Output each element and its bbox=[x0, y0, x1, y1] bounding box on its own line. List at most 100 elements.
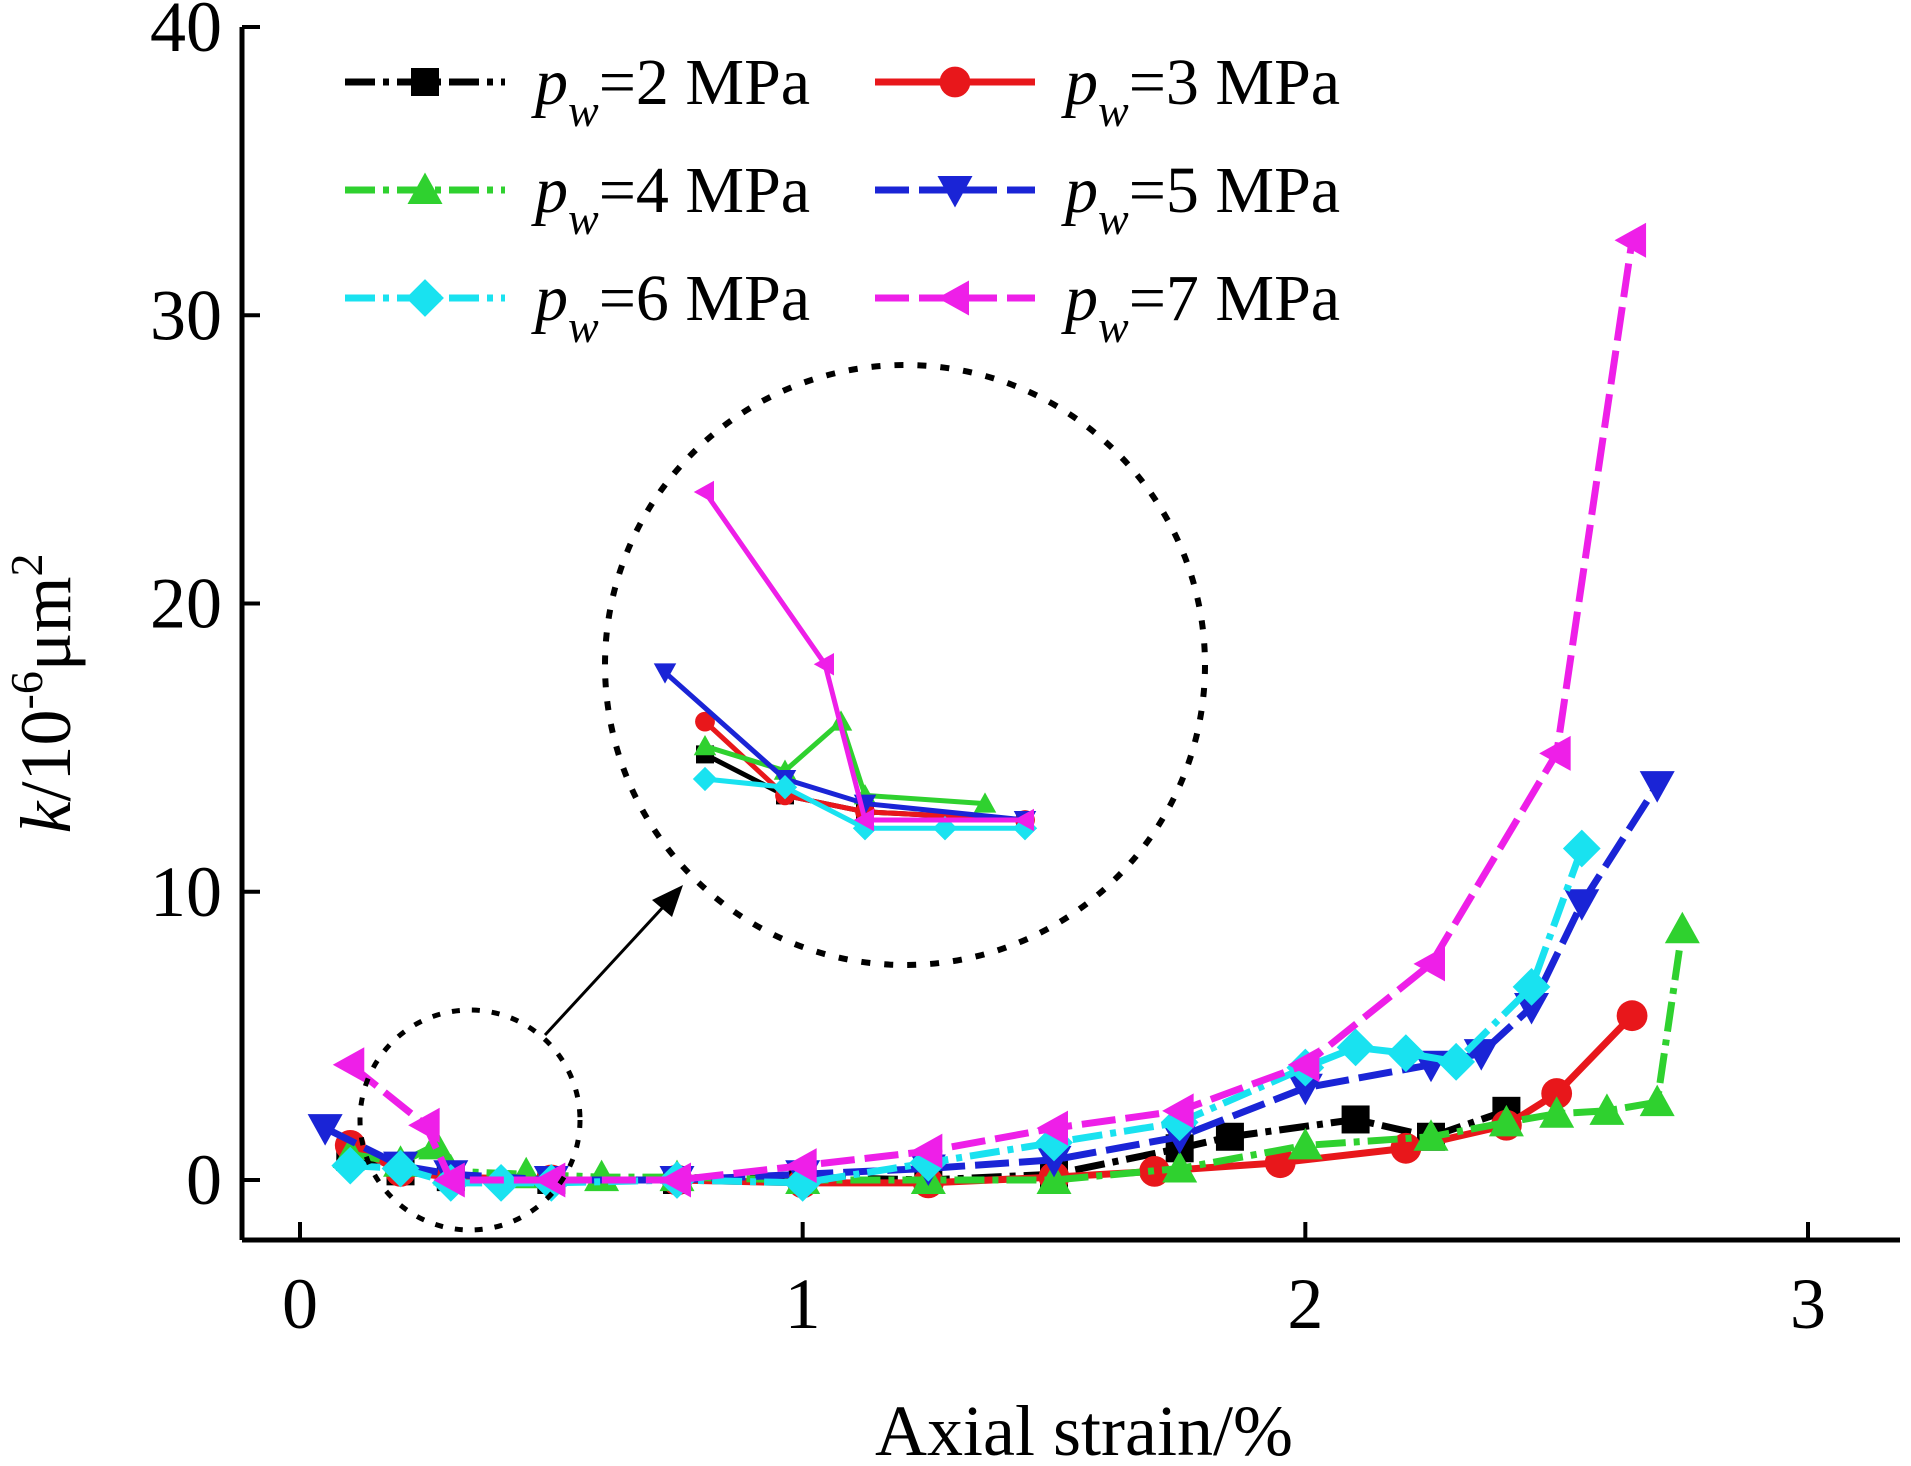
data-point bbox=[1036, 1145, 1072, 1178]
inset-data-point bbox=[692, 766, 718, 792]
legend-label-value: =2 MPa bbox=[599, 46, 810, 119]
series-3 bbox=[332, 911, 1700, 1194]
legend-marker bbox=[939, 66, 971, 98]
legend-item-2: pw=3 MPa bbox=[875, 46, 1340, 136]
data-point bbox=[659, 1162, 691, 1198]
data-point bbox=[1413, 1119, 1449, 1151]
data-point bbox=[1614, 222, 1647, 258]
x-tick-label: 1 bbox=[785, 1264, 821, 1344]
data-point bbox=[1488, 1104, 1524, 1137]
data-point bbox=[1564, 889, 1600, 921]
legend-label-sub: w bbox=[568, 301, 599, 352]
data-point bbox=[1512, 967, 1551, 1006]
data-point bbox=[1162, 1150, 1198, 1183]
y-axis-title-unit: μm bbox=[6, 577, 86, 672]
zoom-inset bbox=[357, 362, 1208, 1233]
data-point bbox=[1386, 1034, 1425, 1073]
legend-label-sub: w bbox=[1098, 301, 1129, 352]
y-tick-label: 10 bbox=[150, 852, 222, 932]
y-tick-label: 40 bbox=[150, 0, 222, 67]
data-point bbox=[1162, 1093, 1194, 1129]
data-point bbox=[1036, 1110, 1068, 1146]
y-tick-label: 20 bbox=[150, 564, 222, 644]
series-6 bbox=[332, 222, 1647, 1198]
legend-label-p: p bbox=[531, 154, 568, 227]
inset-data-point bbox=[695, 711, 715, 732]
x-tick-label: 2 bbox=[1287, 1264, 1323, 1344]
data-point bbox=[1139, 1155, 1170, 1187]
data-point bbox=[408, 1107, 440, 1143]
legend-marker bbox=[411, 68, 439, 96]
series-line bbox=[348, 1013, 1635, 1187]
legend-label-p: p bbox=[531, 46, 568, 119]
data-point bbox=[1562, 829, 1601, 868]
data-point bbox=[1264, 1147, 1296, 1179]
data-point bbox=[1287, 1047, 1320, 1083]
axis-labels: Axial strain/% k/10-6μm2 bbox=[1, 554, 1293, 1466]
y-axis-title-base: /10 bbox=[6, 709, 86, 801]
legend-label-value: =6 MPa bbox=[599, 262, 810, 335]
data-point bbox=[1287, 1127, 1323, 1160]
legend-marker bbox=[407, 172, 443, 204]
data-point bbox=[1341, 1105, 1370, 1134]
zoom-arrow-line bbox=[543, 903, 667, 1037]
y-tick-label: 30 bbox=[150, 275, 222, 355]
y-axis-title-unit-exp: 2 bbox=[1, 554, 52, 577]
data-point bbox=[433, 1162, 465, 1198]
data-point bbox=[533, 1162, 566, 1198]
legend-label-value: =7 MPa bbox=[1129, 262, 1340, 335]
inset-data-point bbox=[813, 652, 834, 676]
series-group bbox=[307, 222, 1700, 1202]
legend-label: pw=6 MPa bbox=[531, 262, 810, 352]
x-tick-label: 0 bbox=[282, 1264, 318, 1344]
inset-data-point bbox=[693, 734, 717, 756]
x-axis-title: Axial strain/% bbox=[875, 1391, 1293, 1466]
series-line bbox=[348, 239, 1636, 1184]
data-point bbox=[910, 1133, 943, 1169]
data-point bbox=[1287, 1073, 1323, 1106]
data-point bbox=[1336, 1028, 1375, 1067]
data-point bbox=[1036, 1162, 1072, 1194]
legend-label-sub: w bbox=[1098, 193, 1129, 244]
legend-label-sub: w bbox=[1098, 85, 1129, 136]
legend-label: pw=7 MPa bbox=[1061, 262, 1340, 352]
data-point bbox=[331, 1146, 370, 1185]
legend-item-4: pw=5 MPa bbox=[875, 154, 1340, 244]
data-point bbox=[1639, 771, 1675, 803]
data-point bbox=[1215, 1122, 1244, 1151]
inset-data-point bbox=[693, 480, 714, 504]
legend-marker bbox=[937, 280, 969, 316]
legend-label-p: p bbox=[1061, 262, 1098, 335]
legend-item-3: pw=4 MPa bbox=[345, 154, 810, 244]
data-point bbox=[307, 1114, 343, 1146]
data-point bbox=[1514, 993, 1550, 1025]
legend-label-p: p bbox=[531, 262, 568, 335]
legend-label-value: =3 MPa bbox=[1129, 46, 1340, 119]
data-point bbox=[1539, 735, 1571, 771]
data-point bbox=[1413, 946, 1445, 982]
data-point bbox=[1390, 1132, 1422, 1164]
legend-label-value: =4 MPa bbox=[599, 154, 810, 227]
data-point bbox=[1589, 1093, 1625, 1125]
legend-item-5: pw=6 MPa bbox=[345, 262, 810, 352]
inset-data-point bbox=[853, 808, 874, 832]
legend-label-value: =5 MPa bbox=[1129, 154, 1340, 227]
inset-data-point bbox=[973, 792, 997, 813]
inset-data-point bbox=[653, 663, 677, 684]
inset-data-point bbox=[1013, 808, 1034, 832]
y-tick-label: 0 bbox=[186, 1140, 222, 1220]
data-point bbox=[1160, 1103, 1199, 1142]
legend-item-1: pw=2 MPa bbox=[345, 46, 810, 136]
data-point bbox=[1541, 1078, 1573, 1109]
y-axis-title-k: k bbox=[6, 799, 86, 833]
series-line bbox=[350, 847, 1586, 1187]
legend-label: pw=5 MPa bbox=[1061, 154, 1340, 244]
data-point bbox=[785, 1148, 817, 1184]
data-point bbox=[332, 1047, 365, 1083]
data-point bbox=[1616, 1000, 1648, 1032]
data-point bbox=[1437, 1042, 1476, 1081]
legend-label: pw=3 MPa bbox=[1061, 46, 1340, 136]
